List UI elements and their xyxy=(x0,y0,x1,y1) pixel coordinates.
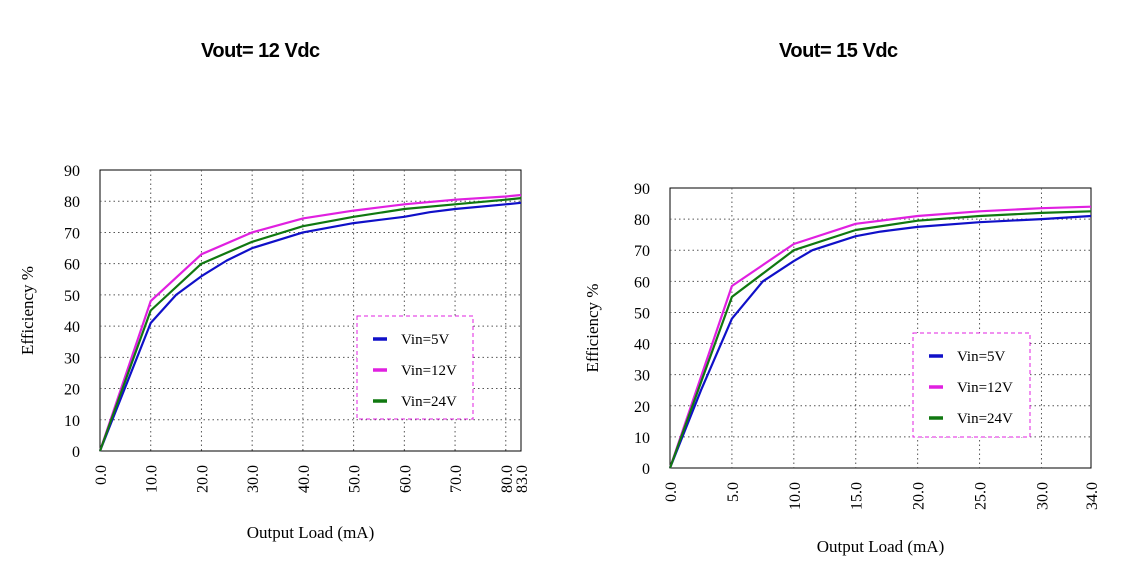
x-tick-label: 34.0 xyxy=(1084,482,1101,510)
y-tick-label: 50 xyxy=(64,288,80,305)
x-tick-label: 80.0 xyxy=(499,465,516,493)
y-tick-label: 0 xyxy=(642,461,650,478)
series-line-2 xyxy=(98,193,522,452)
x-tick-label: 15.0 xyxy=(849,482,866,510)
series-line-1 xyxy=(98,201,522,452)
legend-label: Vin=5V xyxy=(401,332,450,348)
y-tick-label: 70 xyxy=(634,243,650,260)
legend-label: Vin=5V xyxy=(957,349,1006,365)
x-tick-label: 5.0 xyxy=(725,482,742,502)
y-tick-label: 50 xyxy=(634,305,650,322)
chart-2: 0 10 20 30 40 50 60 70 80 90 0.0 5.0 10.0 15.0 20.0 25.… xyxy=(583,181,1101,556)
x-tick-label: 10.0 xyxy=(144,465,161,493)
series-line-3 xyxy=(98,197,522,452)
legend-label: Vin=12V xyxy=(957,380,1013,396)
x-tick-label: 70.0 xyxy=(448,465,465,493)
y-tick-label: 60 xyxy=(64,257,80,274)
y-axis-label: Efficiency % xyxy=(583,284,602,373)
y-tick-label: 30 xyxy=(64,350,80,367)
y-tick-label: 40 xyxy=(64,319,80,336)
y-tick-label: 30 xyxy=(634,368,650,385)
x-tick-label: 40.0 xyxy=(296,465,313,493)
x-tick-label: 20.0 xyxy=(194,465,211,493)
chart-title-right: Vout= 15 Vdc xyxy=(779,40,898,62)
x-tick-label: 0.0 xyxy=(663,482,680,502)
x-tick-label: 30.0 xyxy=(1034,482,1051,510)
x-tick-label: 10.0 xyxy=(787,482,804,510)
x-tick-label: 83.0 xyxy=(514,465,531,493)
y-tick-label: 20 xyxy=(634,399,650,416)
x-tick-label: 30.0 xyxy=(245,465,262,493)
y-tick-label: 70 xyxy=(64,225,80,242)
y-tick-label: 90 xyxy=(64,163,80,180)
x-axis-label: Output Load (mA) xyxy=(817,537,944,556)
chart-1: 0 10 20 30 40 50 60 70 80 90 0.0 10.0 20.0 30.0 40.0 50… xyxy=(18,163,531,542)
y-tick-label: 10 xyxy=(634,430,650,447)
chart-title-left: Vout= 12 Vdc xyxy=(201,40,320,62)
legend-label: Vin=12V xyxy=(401,363,457,379)
y-tick-label: 60 xyxy=(634,274,650,291)
x-tick-label: 25.0 xyxy=(973,482,990,510)
y-tick-label: 90 xyxy=(634,181,650,198)
x-axis-label: Output Load (mA) xyxy=(247,523,374,542)
x-tick-label: 50.0 xyxy=(347,465,364,493)
x-tick-label: 20.0 xyxy=(911,482,928,510)
x-tick-label: 60.0 xyxy=(397,465,414,493)
legend-label: Vin=24V xyxy=(957,411,1013,427)
legend-label: Vin=24V xyxy=(401,394,457,410)
y-tick-label: 20 xyxy=(64,382,80,399)
y-tick-label: 40 xyxy=(634,337,650,354)
y-axis-label: Efficiency % xyxy=(18,266,37,355)
y-tick-label: 10 xyxy=(64,413,80,430)
x-tick-label: 0.0 xyxy=(93,465,110,485)
series-line-2 xyxy=(668,205,1092,469)
y-tick-label: 80 xyxy=(64,194,80,211)
y-tick-label: 80 xyxy=(634,212,650,229)
y-tick-label: 0 xyxy=(72,444,80,461)
series-line-3 xyxy=(668,210,1092,469)
series-line-1 xyxy=(668,214,1092,469)
